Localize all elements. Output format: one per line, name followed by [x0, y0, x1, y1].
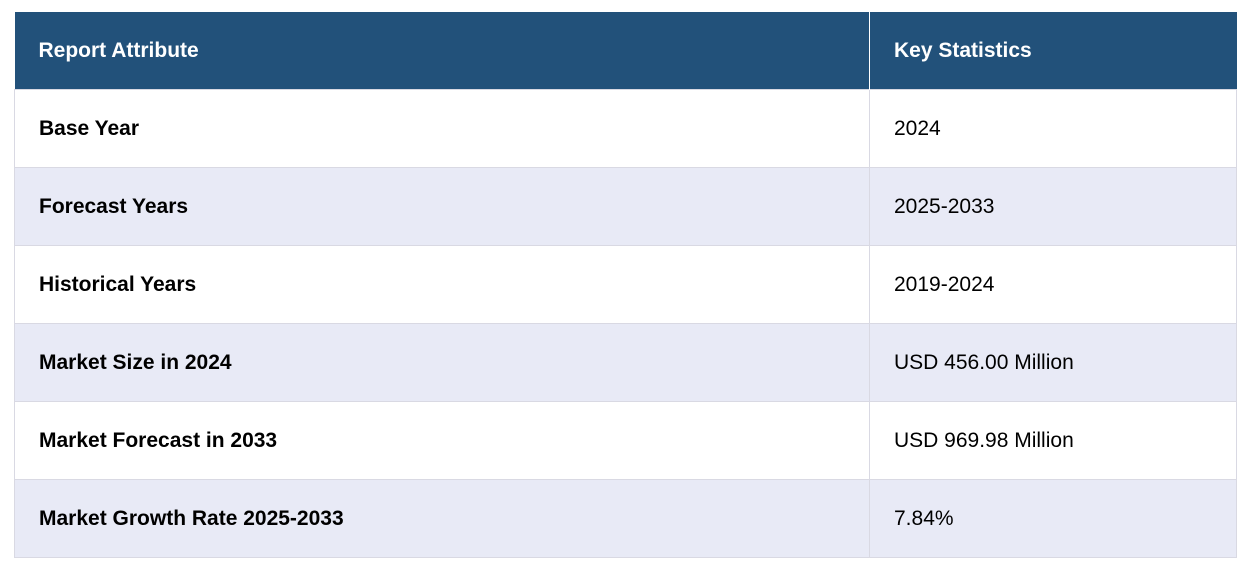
row-value: 2025-2033	[869, 167, 1237, 246]
header-report-attribute: Report Attribute	[14, 12, 870, 90]
table-row: Base Year 2024	[14, 89, 1237, 168]
table-row: Market Size in 2024 USD 456.00 Million	[14, 323, 1237, 402]
row-attribute: Market Growth Rate 2025-2033	[14, 479, 870, 558]
table-row: Forecast Years 2025-2033	[14, 167, 1237, 246]
table-row: Market Growth Rate 2025-2033 7.84%	[14, 479, 1237, 558]
row-value: 2019-2024	[869, 245, 1237, 324]
row-value: USD 456.00 Million	[869, 323, 1237, 402]
row-value: 2024	[869, 89, 1237, 168]
row-attribute: Market Forecast in 2033	[14, 401, 870, 480]
row-value: 7.84%	[869, 479, 1237, 558]
row-attribute: Forecast Years	[14, 167, 870, 246]
row-attribute: Market Size in 2024	[14, 323, 870, 402]
table-row: Historical Years 2019-2024	[14, 245, 1237, 324]
row-attribute: Base Year	[14, 89, 870, 168]
row-attribute: Historical Years	[14, 245, 870, 324]
report-table-container: Report Attribute Key Statistics Base Yea…	[14, 12, 1237, 558]
header-key-statistics: Key Statistics	[869, 12, 1237, 90]
table-header-row: Report Attribute Key Statistics	[14, 12, 1237, 90]
row-value: USD 969.98 Million	[869, 401, 1237, 480]
report-table: Report Attribute Key Statistics Base Yea…	[14, 12, 1237, 558]
table-row: Market Forecast in 2033 USD 969.98 Milli…	[14, 401, 1237, 480]
